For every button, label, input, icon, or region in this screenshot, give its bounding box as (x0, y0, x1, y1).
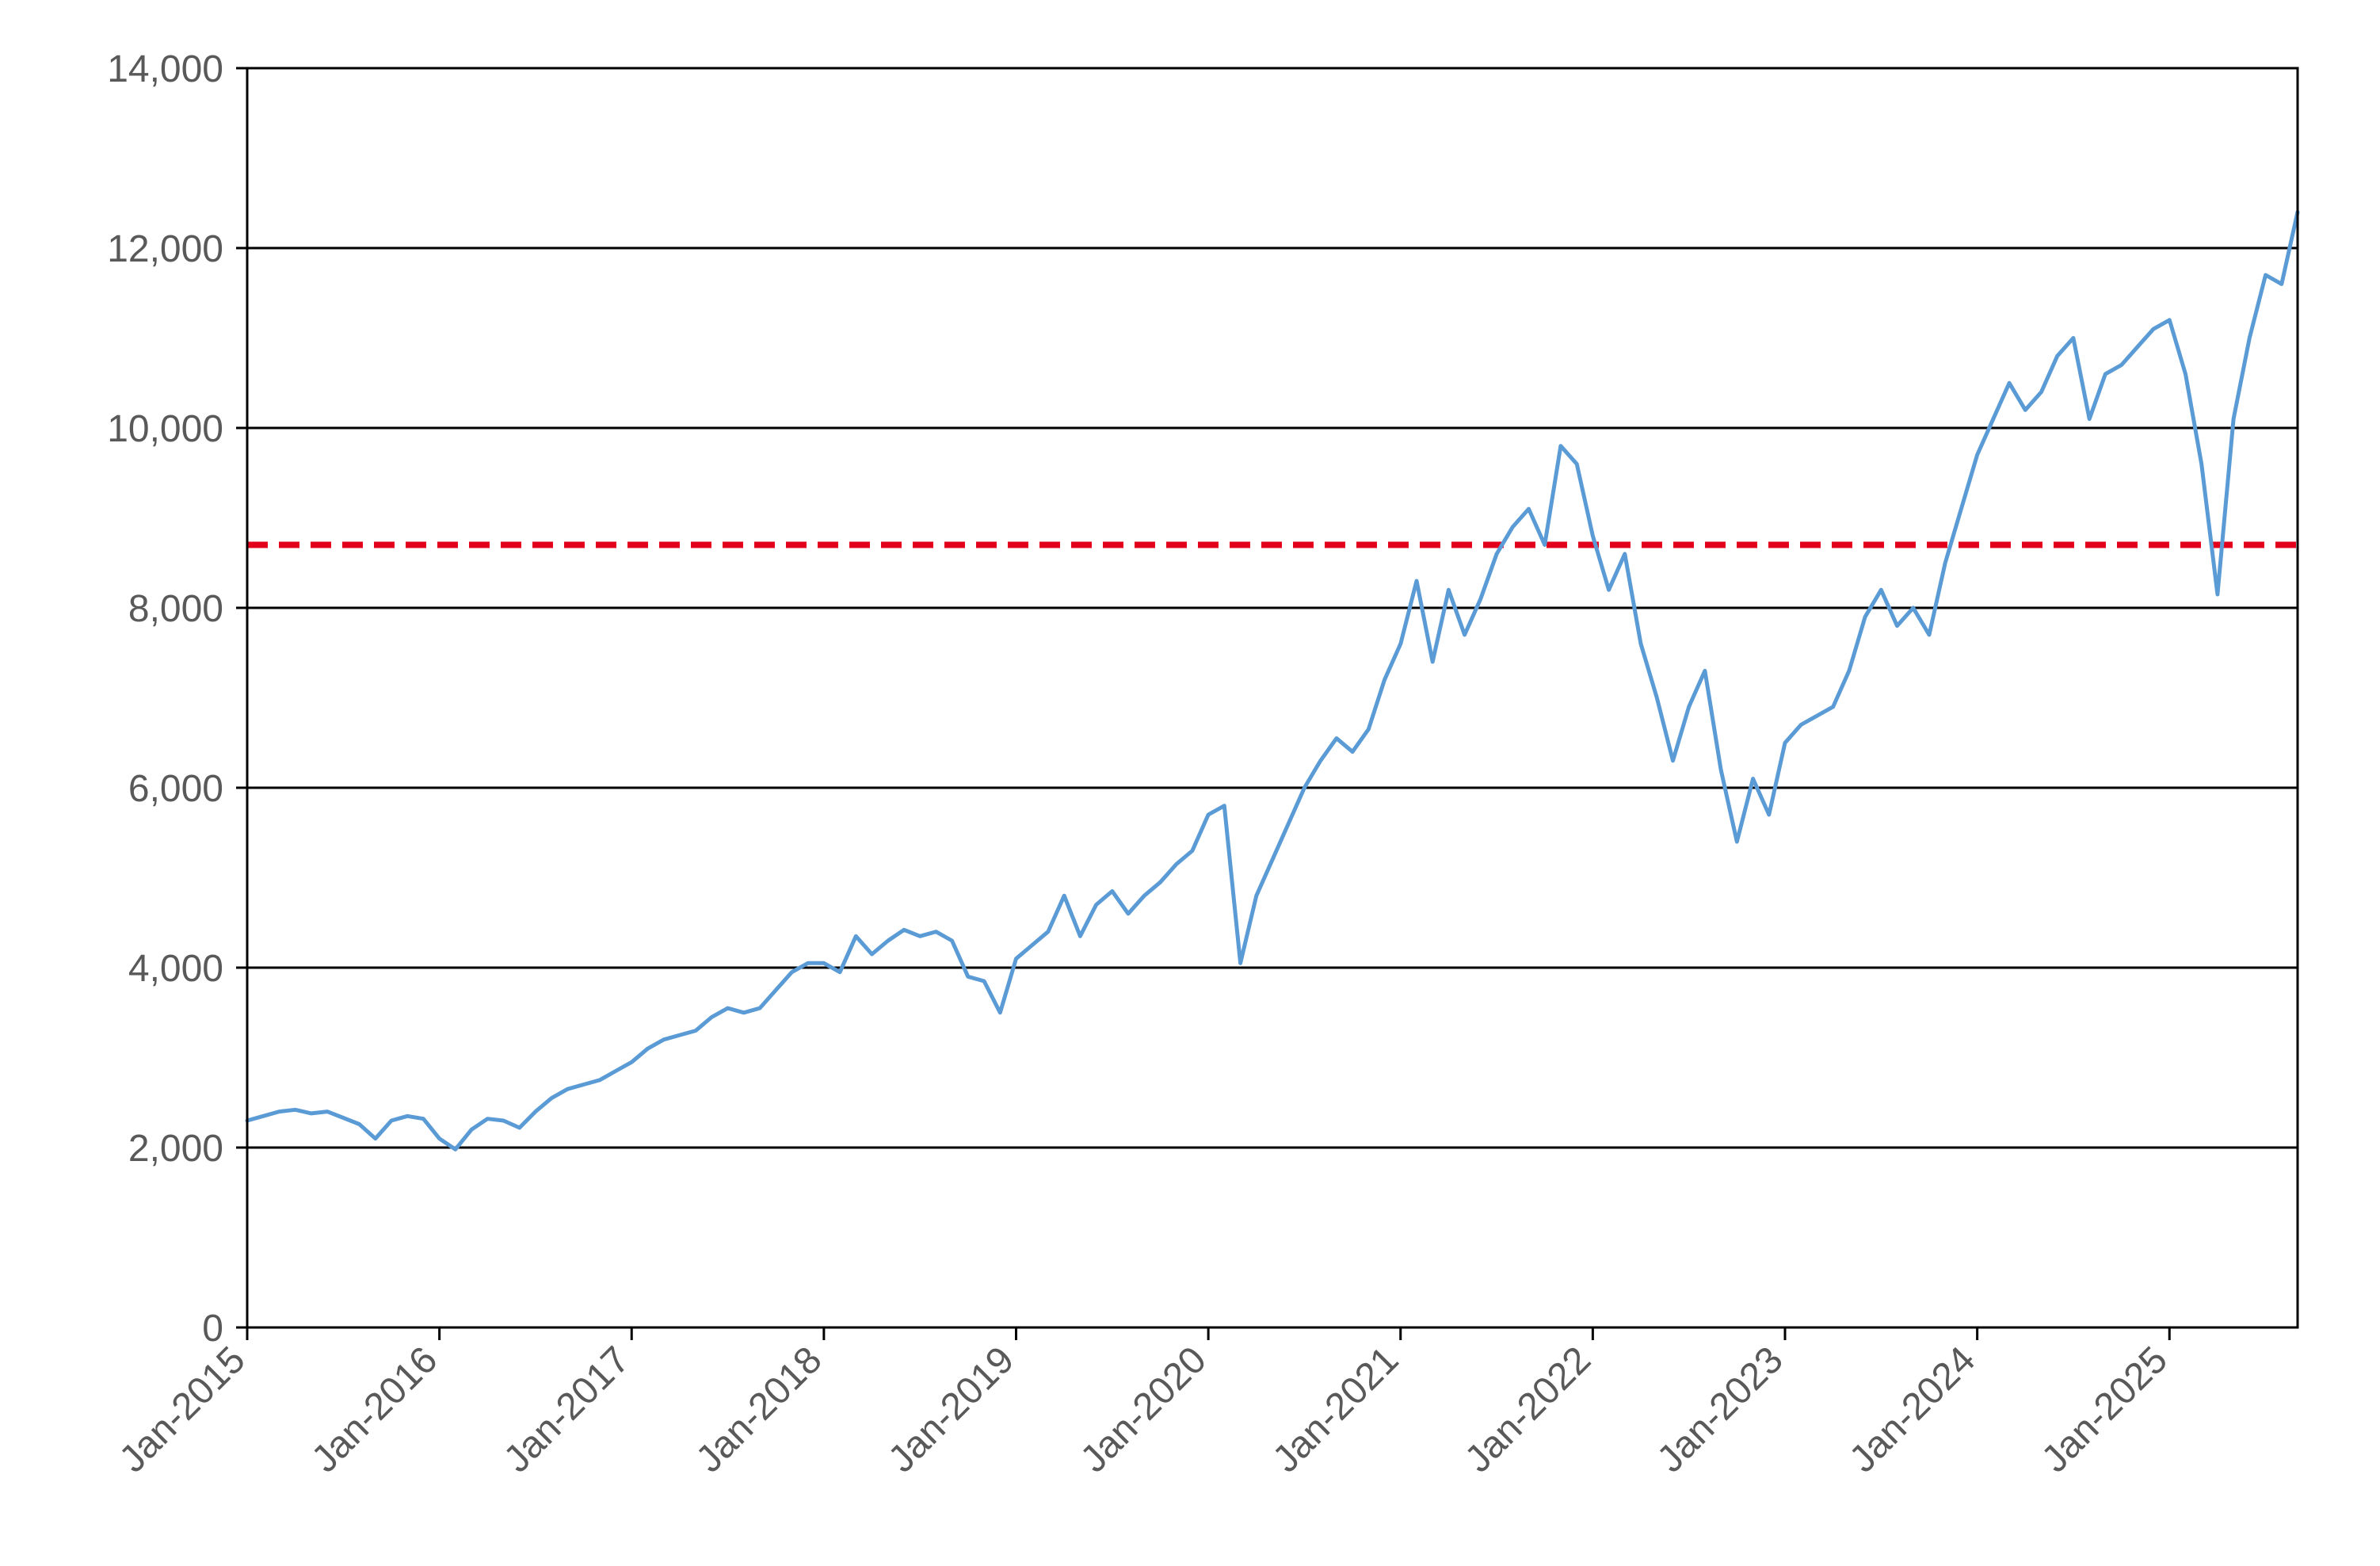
plot-frame (246, 67, 2299, 1329)
y-tick-label: 12,000 (107, 228, 223, 270)
x-tick-label: Jan-2024 (1841, 1339, 1983, 1480)
axes (236, 67, 2299, 1340)
x-tick-label: Jan-2017 (496, 1339, 638, 1480)
x-tick-label: Jan-2023 (1650, 1339, 1791, 1480)
x-tick-label: Jan-2021 (1265, 1339, 1407, 1480)
y-axis-tick-labels: 0 2,000 4,000 6,000 8,000 10,000 12,000 14,000 (107, 48, 223, 1350)
y-tick-label: 0 (202, 1308, 223, 1350)
series-group (245, 210, 2300, 1152)
x-tick-label: Jan-2015 (112, 1339, 254, 1480)
series-line (245, 210, 2300, 1152)
y-tick-label: 2,000 (128, 1128, 223, 1170)
x-tick-label: Jan-2016 (303, 1339, 445, 1480)
x-tick-label: Jan-2019 (880, 1339, 1022, 1480)
gridlines (247, 67, 2298, 1149)
y-tick-label: 8,000 (128, 588, 223, 630)
y-tick-label: 14,000 (107, 48, 223, 90)
x-axis-tick-labels: Jan-2015 Jan-2016 Jan-2017 Jan-2018 Jan-2019… (112, 1339, 2176, 1480)
y-tick-label: 4,000 (128, 948, 223, 990)
x-tick-label: Jan-2018 (688, 1339, 830, 1480)
x-tick-label: Jan-2020 (1073, 1339, 1215, 1480)
x-tick-label: Jan-2025 (2034, 1339, 2176, 1480)
y-tick-label: 6,000 (128, 768, 223, 810)
y-tick-label: 10,000 (107, 408, 223, 450)
x-tick-label: Jan-2022 (1457, 1339, 1599, 1480)
